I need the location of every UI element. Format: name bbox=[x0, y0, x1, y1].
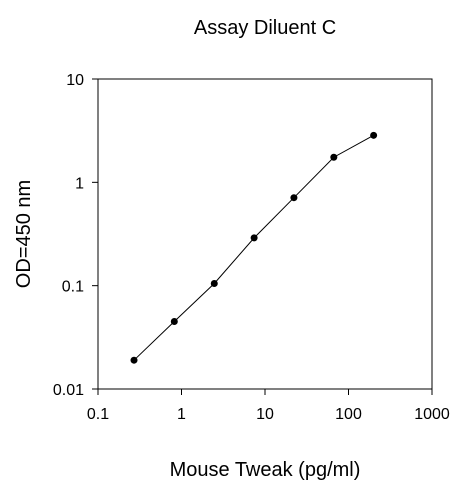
data-point bbox=[330, 153, 338, 161]
x-tick-label: 100 bbox=[335, 406, 362, 423]
x-tick-label: 1000 bbox=[414, 406, 450, 423]
x-axis-label: Mouse Tweak (pg/ml) bbox=[170, 459, 361, 481]
y-axis-label: OD=450 nm bbox=[13, 180, 35, 288]
x-tick-label: 10 bbox=[256, 406, 274, 423]
series-points bbox=[130, 131, 378, 364]
series-line bbox=[133, 134, 374, 361]
data-point bbox=[170, 318, 178, 326]
data-point bbox=[130, 356, 138, 364]
y-tick-label: 1 bbox=[75, 175, 84, 192]
series-lines bbox=[133, 134, 374, 361]
y-tick-label: 0.01 bbox=[53, 382, 84, 399]
x-tick-label: 0.1 bbox=[87, 406, 109, 423]
plot-frame bbox=[97, 78, 433, 390]
data-point bbox=[210, 279, 218, 287]
chart-title: Assay Diluent C bbox=[194, 17, 336, 39]
y-tick-label: 10 bbox=[66, 72, 84, 89]
data-point bbox=[290, 194, 298, 202]
x-axis-ticks: 0.1 1 10 100 1000 bbox=[87, 389, 450, 423]
data-point bbox=[250, 234, 258, 242]
data-point bbox=[370, 131, 378, 139]
y-tick-label: 0.1 bbox=[62, 279, 84, 296]
y-axis-ticks: 0.01 0.1 1 10 bbox=[53, 72, 98, 399]
x-tick-label: 1 bbox=[177, 406, 186, 423]
